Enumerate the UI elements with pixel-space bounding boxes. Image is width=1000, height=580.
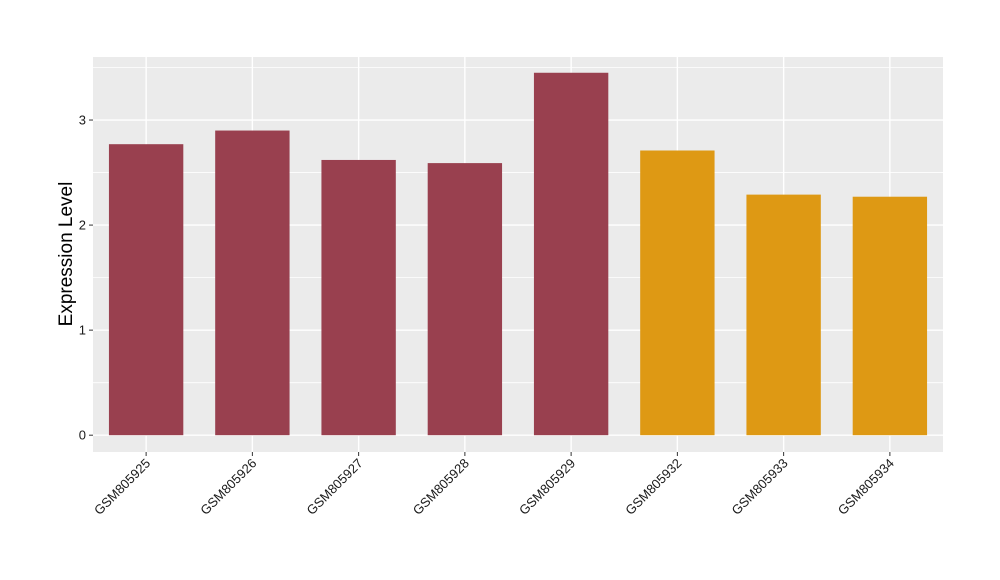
bars-layer [108, 72, 928, 436]
y-tick-label: 0 [79, 428, 86, 443]
y-tick-label: 2 [79, 218, 86, 233]
bar-gsm805932 [640, 150, 715, 436]
x-tick-label: GSM805933 [729, 456, 791, 518]
y-tick-label: 3 [79, 113, 86, 128]
y-axis: 0 1 2 3 [79, 113, 93, 443]
bar-gsm805928 [427, 163, 503, 436]
x-tick-label: GSM805927 [304, 456, 366, 518]
x-tick-label: GSM805929 [516, 456, 578, 518]
x-axis: GSM805925 GSM805926 GSM805927 GSM805928 GSM8… [91, 452, 897, 518]
x-tick-label: GSM805934 [835, 456, 897, 518]
x-tick-label: GSM805925 [91, 456, 153, 518]
x-tick-label: GSM805928 [410, 456, 472, 518]
bar-gsm805929 [533, 72, 609, 436]
y-axis-title: Expression Level [56, 182, 77, 327]
x-tick-label: GSM805932 [622, 456, 684, 518]
bar-gsm805934 [852, 196, 928, 436]
bar-gsm805933 [746, 194, 821, 436]
y-tick-label: 1 [79, 323, 86, 338]
bar-gsm805925 [108, 144, 184, 436]
bar-gsm805927 [321, 159, 396, 436]
bar-gsm805926 [215, 130, 290, 436]
x-tick-label: GSM805926 [197, 456, 259, 518]
